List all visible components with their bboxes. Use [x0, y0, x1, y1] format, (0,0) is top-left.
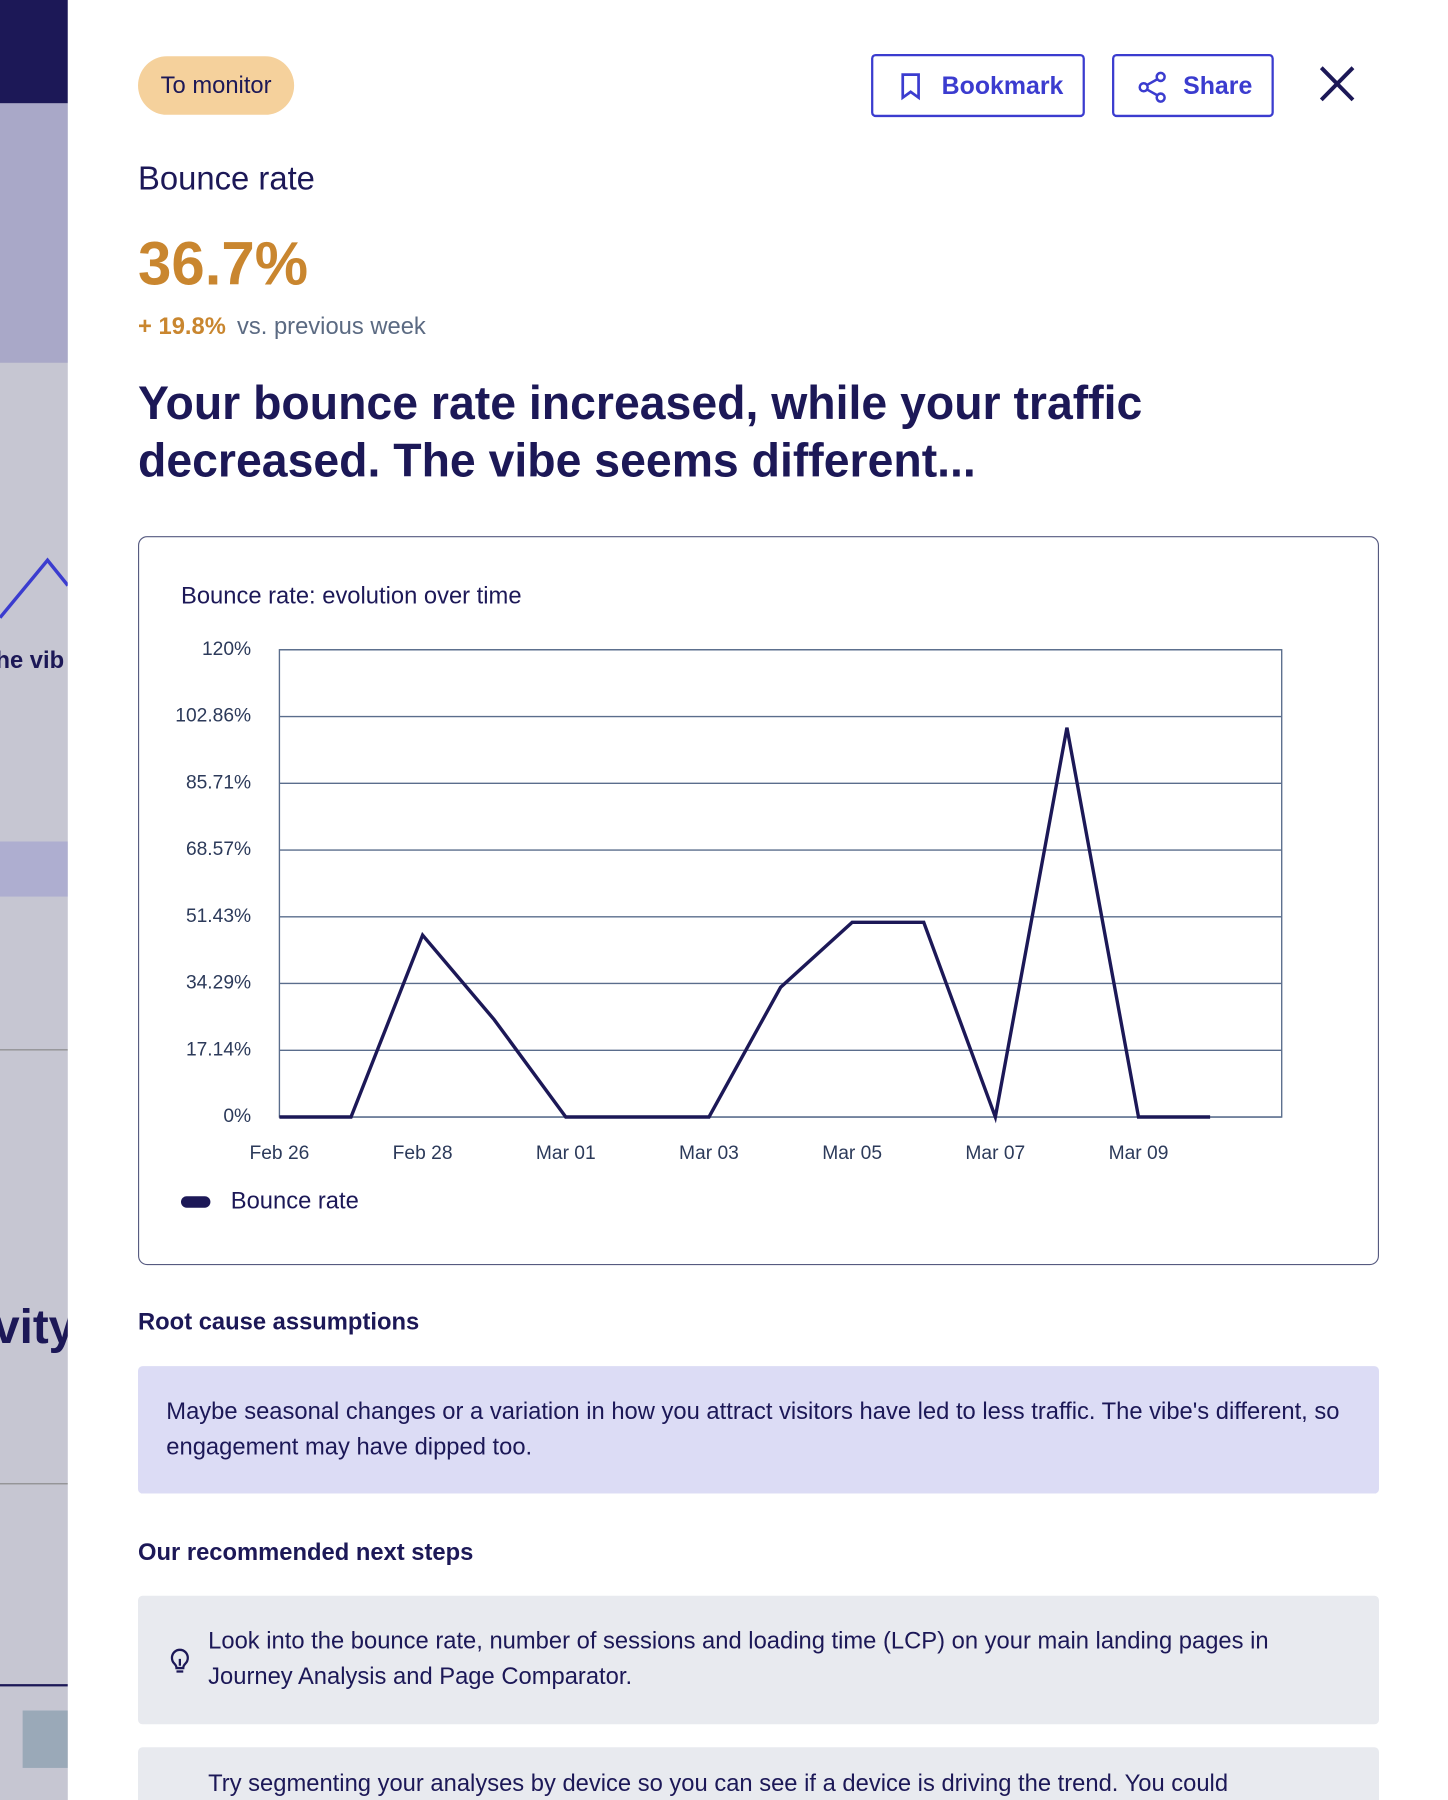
metric-change: + 19.8% [138, 313, 226, 340]
share-icon [1138, 71, 1166, 103]
metric-comparison: vs. previous week [236, 313, 426, 340]
data-line [279, 727, 1211, 1124]
y-tick-label: 51.43% [186, 905, 251, 927]
metric-name: Bounce rate [138, 160, 315, 198]
metric-value: 36.7% [138, 230, 309, 299]
y-tick-label: 68.57% [186, 838, 251, 860]
metric-change-row: + 19.8% vs. previous week [138, 313, 426, 341]
next-step-text: Look into the bounce rate, number of ses… [208, 1627, 1269, 1690]
headline: Your bounce rate increased, while your t… [138, 376, 1143, 487]
bg-block [0, 103, 68, 363]
x-tick-label: Mar 09 [1109, 1142, 1169, 1164]
bulb-icon [170, 1648, 189, 1673]
next-step-text: Try segmenting your analyses by device s… [208, 1770, 1229, 1797]
close-button[interactable] [1317, 63, 1358, 104]
chart-title: Bounce rate: evolution over time [181, 582, 522, 609]
x-tick-label: Mar 05 [822, 1142, 882, 1164]
bg-divider [0, 1483, 68, 1485]
root-cause-box: Maybe seasonal changes or a variation in… [138, 1366, 1379, 1494]
next-steps-title: Our recommended next steps [138, 1539, 474, 1566]
bookmark-button[interactable]: Bookmark [871, 53, 1085, 118]
x-tick-label: Mar 03 [679, 1142, 739, 1164]
x-tick-label: Mar 01 [536, 1142, 596, 1164]
plot-frame [278, 649, 1283, 1118]
x-tick-label: Mar 07 [965, 1142, 1025, 1164]
next-step-box: Try segmenting your analyses by device s… [138, 1747, 1379, 1800]
y-tick-label: 34.29% [186, 972, 251, 994]
share-button[interactable]: Share [1112, 53, 1274, 118]
share-label: Share [1183, 71, 1253, 100]
bookmark-icon [901, 73, 920, 101]
chart: Bounce rate: evolution over time 0% 17.14… [175, 582, 1283, 1214]
bg-block [0, 841, 68, 897]
y-tick-label: 17.14% [186, 1038, 251, 1060]
bg-text: he vib [0, 647, 65, 674]
bookmark-label: Bookmark [941, 71, 1064, 100]
legend-label: Bounce rate [231, 1187, 359, 1214]
y-tick-label: 102.86% [175, 705, 251, 727]
root-cause-text: Maybe seasonal changes or a variation in… [166, 1398, 1340, 1461]
x-tick-label: Feb 26 [250, 1142, 310, 1164]
x-tick-label: Feb 28 [393, 1142, 453, 1164]
y-tick-label: 0% [223, 1105, 251, 1127]
bg-bar [0, 0, 68, 104]
background-page: he vib vity [0, 0, 68, 1800]
bg-text: vity [0, 1299, 68, 1354]
side-panel [67, 0, 1448, 1800]
status-badge: To monitor [138, 56, 295, 115]
bg-divider [0, 1049, 68, 1051]
y-tick-label: 85.71% [186, 771, 251, 793]
legend-swatch [181, 1196, 211, 1208]
root-cause-title: Root cause assumptions [138, 1308, 420, 1336]
bg-divider [0, 1684, 68, 1687]
chart-card [138, 536, 1379, 1266]
y-tick-label: 120% [202, 638, 251, 660]
next-step-box: Look into the bounce rate, number of ses… [138, 1595, 1379, 1725]
bg-line [0, 557, 68, 619]
bg-block [22, 1710, 68, 1768]
